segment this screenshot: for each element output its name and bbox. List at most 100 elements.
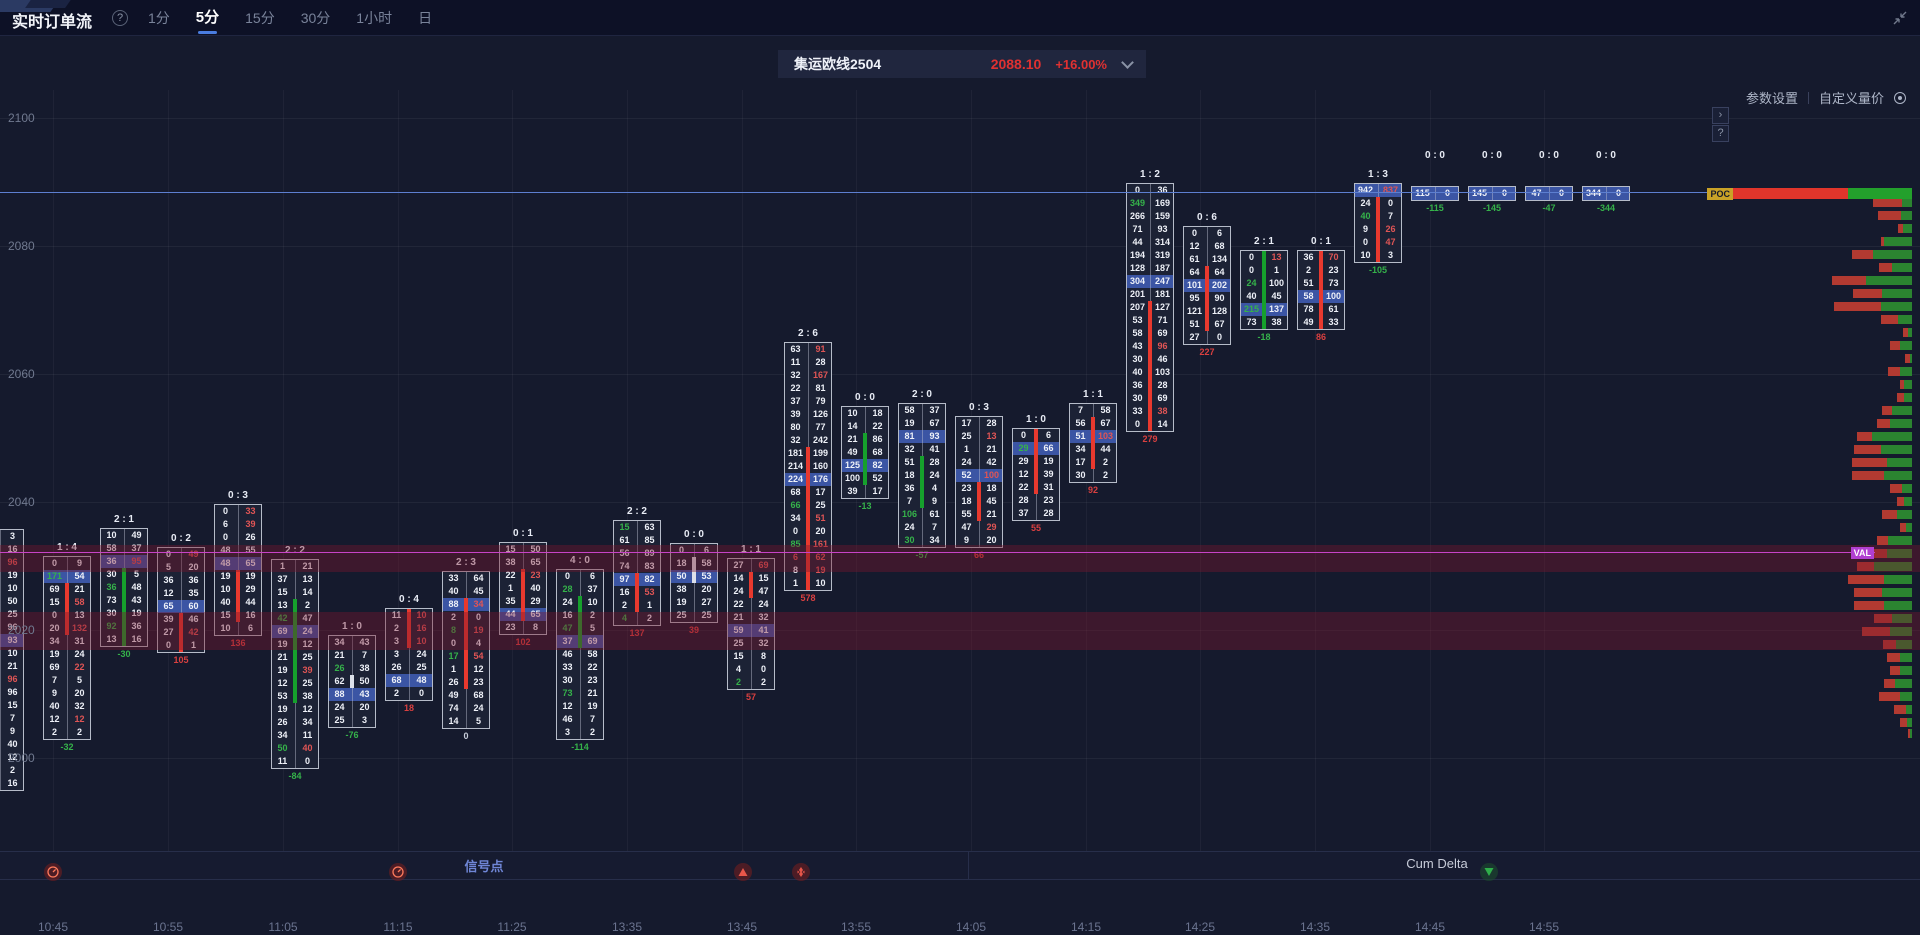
signal-gauge-icon[interactable] — [389, 863, 407, 881]
page-title: 实时订单流 — [12, 14, 93, 31]
volume-profile-row — [1834, 302, 1912, 311]
candle-row: 1 40 — [500, 582, 546, 595]
signal-burst-icon[interactable] — [792, 863, 810, 881]
volume-profile-row — [1890, 484, 1912, 493]
bid-cell: 27 — [1189, 332, 1200, 342]
candle-row: 24 42 — [956, 456, 1002, 469]
bid-cell: 17 — [961, 418, 972, 428]
bid-cell: 8 — [450, 625, 456, 635]
visibility-icon[interactable] — [1894, 91, 1906, 104]
ask-cell: 5 — [589, 623, 595, 633]
candle-row: 34 43 — [329, 636, 375, 649]
bid-cell: 37 — [277, 574, 288, 584]
ask-cell: 70 — [1328, 252, 1339, 262]
help-icon[interactable]: ? — [112, 10, 128, 26]
tab-1小时[interactable]: 1小时 — [356, 10, 393, 26]
bid-cell: 53 — [277, 691, 288, 701]
bid-cell: 39 — [847, 486, 858, 496]
volume-profile-buy-segment — [1904, 497, 1912, 506]
ask-cell: 36 — [1157, 185, 1168, 195]
ask-cell: 19 — [245, 571, 256, 581]
candle-row: 121 128 — [1184, 305, 1230, 318]
volume-profile-buy-segment — [1906, 523, 1912, 532]
collapse-window-icon[interactable] — [1892, 10, 1908, 26]
ask-cell: 17 — [815, 487, 826, 497]
ask-cell: 45 — [1271, 291, 1282, 301]
tab-15分[interactable]: 15分 — [245, 10, 275, 26]
bid-cell: 10 — [220, 623, 231, 633]
signal-triangle-down-icon[interactable] — [1480, 863, 1498, 881]
volume-profile-sell-segment — [1905, 354, 1910, 363]
signal-points-label[interactable]: 信号点 — [464, 859, 504, 874]
volume-profile-sell-segment — [1857, 562, 1874, 571]
candle-row: 1 12 — [443, 663, 489, 676]
tab-日[interactable]: 日 — [418, 10, 433, 26]
vertical-gridline — [168, 90, 169, 851]
volume-profile-row — [1905, 354, 1912, 363]
tab-1分[interactable]: 1分 — [148, 10, 170, 26]
candle-row: 7 — [0, 712, 23, 725]
candle-row: 30 34 — [899, 534, 945, 547]
candle-box: 27 69 14 15 24 47 22 24 21 32 59 41 25 32 15 8 4 0 2 2 — [727, 558, 775, 690]
bid-cell: 6 — [792, 552, 798, 562]
candle-row: 24 20 — [329, 701, 375, 714]
ask-cell: 2 — [646, 613, 652, 623]
horizontal-gridline — [0, 758, 1920, 759]
candle-delta-footer: -114 — [571, 742, 589, 752]
panel-next-button[interactable]: › — [1712, 107, 1729, 124]
volume-profile-row — [1873, 198, 1912, 207]
candle-body-bar — [749, 572, 753, 598]
candle-row: 145 0 — [1469, 187, 1515, 200]
bid-cell: 27 — [733, 560, 744, 570]
bid-cell: 24 — [904, 522, 915, 532]
ask-cell: 68 — [872, 447, 883, 457]
volume-profile-buy-segment — [1901, 211, 1912, 220]
candle-row: 85 161 — [785, 538, 831, 551]
orderflow-chart[interactable]: 2100 2080 2060 2040 2020 2000 10:45 10:55 11:05 1… — [0, 36, 1920, 935]
candle-box: 15 63 61 85 56 89 74 83 97 82 16 53 2 1 4 2 — [613, 520, 661, 626]
toolbar-divider — [1807, 91, 1809, 104]
bid-cell: 50 — [277, 743, 288, 753]
volume-profile-buy-segment — [1888, 536, 1912, 545]
candle-row: 88 43 — [329, 688, 375, 701]
contract-selector[interactable]: 集运欧线2504 2088.10 +16.00% — [778, 50, 1146, 78]
bid-cell: 0 — [1362, 237, 1368, 247]
ask-cell: 0 — [475, 612, 481, 622]
signal-triangle-up-icon[interactable] — [734, 863, 752, 881]
candle-delta-header: 0 : 0 — [683, 529, 704, 540]
candle-delta-header: 1 : 1 — [740, 544, 761, 555]
volume-profile-sell-segment — [1882, 406, 1892, 415]
candle-row: 43 96 — [1127, 340, 1173, 353]
tab-30分[interactable]: 30分 — [300, 10, 331, 26]
bid-cell: 106 — [901, 509, 918, 519]
panel-help-button[interactable]: ? — [1712, 125, 1729, 142]
ask-cell: 7 — [361, 650, 367, 660]
bid-cell: 88 — [334, 689, 345, 699]
ask-cell: 7 — [931, 522, 937, 532]
signal-gauge-icon[interactable] — [44, 863, 62, 881]
custom-volume-price-button[interactable]: 自定义量价 — [1818, 91, 1884, 106]
cum-delta-label[interactable]: Cum Delta — [1406, 856, 1468, 871]
candle-box: 0 6 12 68 61 134 64 64 101 202 95 90 121 128 51 67 27 0 — [1183, 226, 1231, 345]
bid-cell: 62 — [334, 676, 345, 686]
volume-profile-row — [1900, 380, 1912, 389]
candle-row: 30 46 — [1127, 353, 1173, 366]
candle-row: 304 247 — [1127, 275, 1173, 288]
candle-delta-header: 1 : 2 — [1139, 169, 1160, 180]
candle-box: 145 0 — [1468, 186, 1516, 201]
bid-cell: 38 — [676, 584, 687, 594]
candle-delta-footer: 105 — [173, 655, 189, 665]
contract-name: 集运欧线2504 — [794, 56, 882, 72]
ask-cell: 20 — [74, 688, 85, 698]
ask-cell: 2 — [304, 600, 310, 610]
bid-cell: 34 — [277, 730, 288, 740]
candle-row: 22 23 — [500, 569, 546, 582]
settings-button[interactable]: 参数设置 — [1745, 91, 1798, 106]
tab-5分[interactable]: 5分 — [196, 0, 219, 36]
volume-profile-row — [1898, 224, 1912, 233]
bid-cell: 15 — [733, 651, 744, 661]
volume-profile-sell-segment — [1879, 263, 1892, 272]
ask-cell: 96 — [7, 674, 18, 684]
